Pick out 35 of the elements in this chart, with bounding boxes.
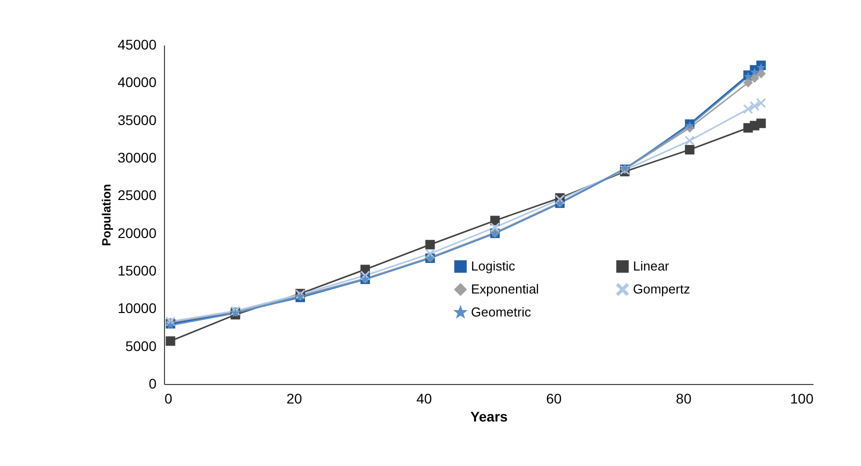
point (684, 144, 694, 154)
point (166, 336, 176, 346)
y-tick-label: 45000 (118, 36, 157, 52)
point (750, 101, 760, 111)
legend-label: Logistic (471, 258, 516, 274)
point (750, 73, 760, 83)
point (743, 104, 753, 114)
y-tick-label: 5000 (125, 338, 157, 354)
y-tick-label: 15000 (118, 262, 157, 278)
y-axis-title: Population (100, 184, 114, 246)
x-tick-label: 40 (416, 390, 432, 406)
x-tick-label: 0 (164, 390, 172, 406)
point (756, 68, 766, 78)
legend-label: Exponential (471, 282, 540, 296)
legend-label: Linear (633, 258, 670, 274)
x-tick-label: 100 (790, 390, 814, 406)
y-tick-label: 40000 (118, 74, 157, 90)
y-tick-label: 35000 (118, 112, 157, 128)
x-tick-label: 20 (286, 390, 302, 406)
legend-label: Gompertz (633, 282, 690, 296)
y-tick-label: 0 (148, 376, 157, 392)
x-axis-title: Years (470, 408, 508, 424)
x-tick-label: 60 (546, 390, 562, 406)
point (425, 240, 435, 250)
legend-label: Geometric (471, 304, 532, 320)
y-tick-label: 10000 (118, 300, 157, 316)
y-tick-label: 30000 (118, 150, 157, 166)
y-tick-label: 25000 (118, 187, 157, 204)
x-tick-label: 80 (676, 390, 692, 406)
point (490, 222, 500, 232)
point (756, 118, 766, 128)
point (684, 136, 694, 146)
y-tick-label: 20000 (118, 224, 157, 241)
point (743, 78, 753, 88)
point (756, 98, 766, 108)
